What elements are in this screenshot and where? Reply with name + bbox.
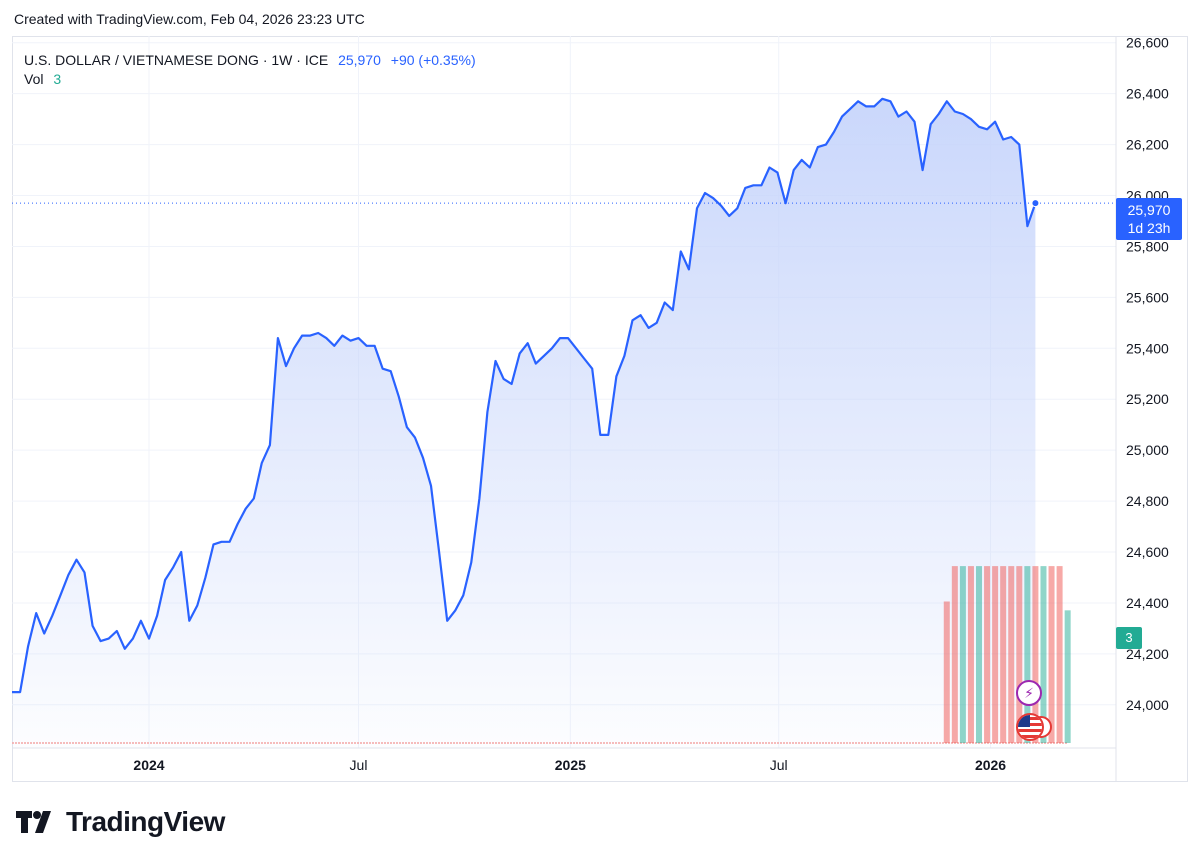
y-tick-label: 25,600 bbox=[1126, 289, 1169, 305]
last-price-tag: 25,970 1d 23h bbox=[1116, 198, 1182, 240]
y-tick-label: 25,400 bbox=[1126, 340, 1169, 356]
y-tick-label: 26,600 bbox=[1126, 35, 1169, 51]
volume-value: 3 bbox=[53, 71, 62, 87]
brand-name: TradingView bbox=[66, 806, 225, 837]
volume-bar bbox=[1040, 566, 1047, 743]
tradingview-logo-icon bbox=[16, 809, 56, 835]
price-change: +90 (+0.35%) bbox=[390, 52, 476, 68]
volume-bar bbox=[1008, 566, 1015, 743]
x-tick-label: 2025 bbox=[555, 757, 586, 773]
volume-bar bbox=[1056, 566, 1063, 743]
y-tick-label: 25,000 bbox=[1126, 442, 1169, 458]
volume-bar bbox=[967, 566, 974, 743]
chart-legend: U.S. DOLLAR / VIETNAMESE DONG · 1W · ICE… bbox=[24, 49, 476, 71]
y-tick-label: 25,200 bbox=[1126, 391, 1169, 407]
y-tick-label: 24,600 bbox=[1126, 544, 1169, 560]
volume-bar bbox=[943, 601, 950, 743]
price-area-fill bbox=[12, 98, 1036, 749]
volume-bar bbox=[1064, 610, 1071, 743]
created-with-text: Created with TradingView.com, Feb 04, 20… bbox=[14, 11, 365, 27]
volume-bar bbox=[984, 566, 991, 743]
volume-bar bbox=[976, 566, 983, 743]
volume-bar bbox=[1000, 566, 1007, 743]
y-tick-label: 26,200 bbox=[1126, 137, 1169, 153]
volume-bar bbox=[951, 566, 958, 743]
volume-bar bbox=[1024, 566, 1031, 743]
y-tick-label: 24,400 bbox=[1126, 595, 1169, 611]
x-tick-label: 2024 bbox=[133, 757, 164, 773]
x-tick-label: Jul bbox=[770, 757, 788, 773]
x-tick-label: Jul bbox=[350, 757, 368, 773]
volume-legend: Vol 3 bbox=[24, 71, 61, 87]
y-tick-label: 25,800 bbox=[1126, 238, 1169, 254]
symbol-title[interactable]: U.S. DOLLAR / VIETNAMESE DONG · 1W · ICE bbox=[24, 52, 329, 68]
last-price: 25,970 bbox=[338, 52, 381, 68]
volume-bar bbox=[1016, 566, 1023, 743]
volume-label: Vol bbox=[24, 71, 44, 87]
last-price-dot bbox=[1031, 199, 1040, 208]
y-tick-label: 26,400 bbox=[1126, 86, 1169, 102]
price-line[interactable] bbox=[12, 97, 1037, 694]
tradingview-brand[interactable]: TradingView bbox=[16, 806, 225, 838]
volume-tag: 3 bbox=[1116, 627, 1142, 649]
volume-bar bbox=[992, 566, 999, 743]
volume-bar bbox=[959, 566, 966, 743]
y-tick-label: 24,800 bbox=[1126, 493, 1169, 509]
price-tag-value: 25,970 bbox=[1127, 202, 1171, 218]
y-tick-label: 24,200 bbox=[1126, 646, 1169, 662]
lightning-event-icon[interactable]: ⚡ bbox=[1016, 680, 1042, 706]
volume-bar bbox=[1032, 566, 1039, 743]
us-flag-event-icon[interactable] bbox=[1016, 713, 1044, 741]
y-tick-label: 24,000 bbox=[1126, 697, 1169, 713]
chart-frame bbox=[12, 36, 1188, 782]
volume-bar bbox=[1048, 566, 1055, 743]
x-tick-label: 2026 bbox=[975, 757, 1006, 773]
price-tag-countdown: 1d 23h bbox=[1127, 220, 1171, 236]
